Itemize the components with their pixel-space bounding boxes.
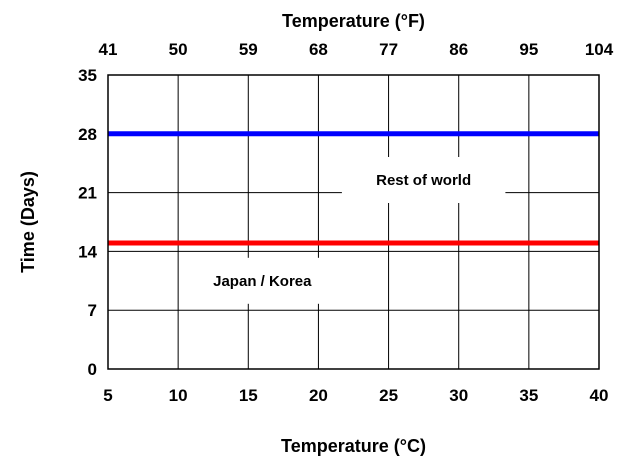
y-tick-label: 0 <box>88 360 97 379</box>
grid-lines <box>108 75 599 369</box>
y-tick-label: 28 <box>78 125 97 144</box>
x-tick-label: 15 <box>239 386 258 405</box>
x-tick-label: 30 <box>449 386 468 405</box>
y-tick-label: 7 <box>88 301 97 320</box>
annotations: Rest of world Japan / Korea <box>213 172 471 290</box>
annotation-background <box>180 257 345 304</box>
x-tick-label: 5 <box>103 386 112 405</box>
annotation-label: Japan / Korea <box>213 273 312 290</box>
annotation-background <box>341 157 506 203</box>
x2-tick-label: 68 <box>309 40 328 59</box>
x-axis-title: Temperature (°C) <box>281 436 426 456</box>
y-tick-label: 14 <box>78 242 97 261</box>
x2-tick-label: 77 <box>379 40 398 59</box>
x-tick-label: 35 <box>519 386 538 405</box>
x-tick-label: 40 <box>590 386 609 405</box>
x2-tick-label: 95 <box>519 40 538 59</box>
x2-tick-label: 59 <box>239 40 258 59</box>
x2-tick-label: 50 <box>169 40 188 59</box>
x2-tick-label: 104 <box>585 40 614 59</box>
x-tick-label: 25 <box>379 386 398 405</box>
annotation-backgrounds <box>180 157 506 304</box>
y-tick-label: 35 <box>78 66 97 85</box>
y-axis-title: Time (Days) <box>18 171 38 273</box>
x2-tick-label: 41 <box>99 40 118 59</box>
secondary-x-axis-title: Temperature (°F) <box>282 11 425 31</box>
plot-area-frame <box>107 74 600 370</box>
x-tick-label: 20 <box>309 386 328 405</box>
series-lines <box>108 131 599 246</box>
x2-tick-label: 86 <box>449 40 468 59</box>
annotation-label: Rest of world <box>376 172 471 189</box>
y-tick-label: 21 <box>78 184 97 203</box>
x-tick-label: 10 <box>169 386 188 405</box>
